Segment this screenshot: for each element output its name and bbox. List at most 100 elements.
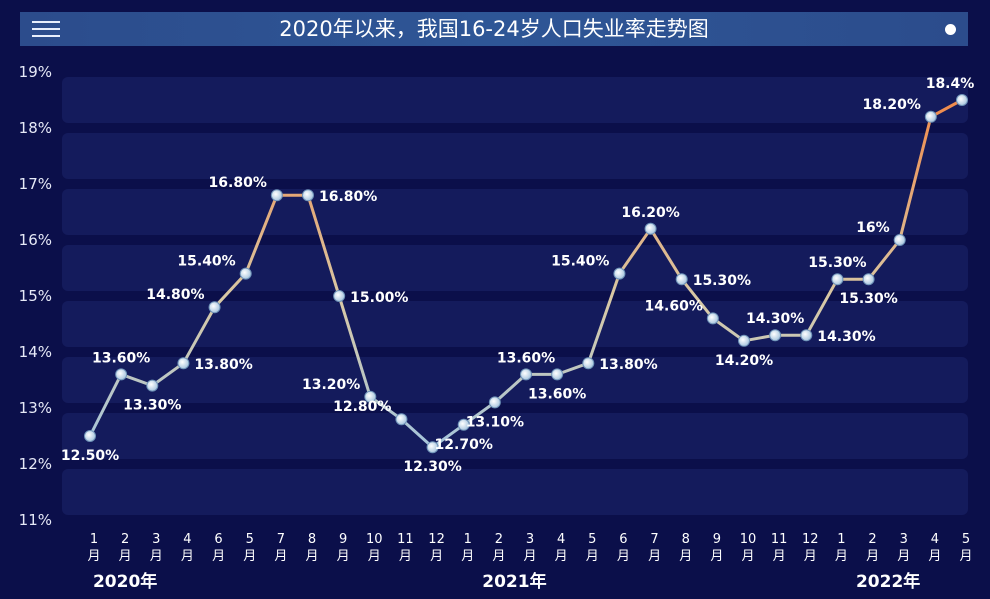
x-tick-unit: 月 [804,549,817,564]
y-tick-label: 17% [19,175,52,193]
x-tick-unit: 月 [87,549,100,564]
x-tick-unit: 月 [399,549,412,564]
page-title: 2020年以来，我国16-24岁人口失业率走势图 [279,17,709,41]
grid-band [62,77,968,123]
x-tick-unit: 月 [555,549,568,564]
x-tick-label: 5 [588,532,596,547]
grid-band [62,469,968,515]
y-tick-label: 13% [19,399,52,417]
data-label: 14.30% [817,329,875,345]
year-label: 2021年 [482,571,546,592]
data-point [520,368,532,381]
x-tick-unit: 月 [648,549,661,564]
x-tick-unit: 月 [243,549,256,564]
year-label: 2022年 [856,571,920,592]
x-tick-label: 9 [339,532,347,547]
x-tick-label: 9 [713,532,721,547]
x-tick-unit: 月 [710,549,723,564]
data-point [800,329,813,342]
hamburger-menu-icon[interactable] [32,21,60,37]
data-point [769,329,782,342]
dot-icon[interactable] [945,24,956,35]
data-label: 13.30% [123,398,181,414]
data-label: 16.80% [319,189,377,205]
x-tick-unit: 月 [866,549,879,564]
x-tick-unit: 月 [119,549,132,564]
data-point [551,368,564,381]
x-tick-unit: 月 [959,549,972,564]
data-point [270,189,283,202]
grid-band [62,413,968,459]
x-tick-label: 10 [740,532,757,547]
data-point [956,94,968,106]
x-tick-label: 11 [771,532,788,547]
data-point [831,273,844,286]
x-tick-unit: 月 [617,549,630,564]
data-label: 14.30% [746,311,804,327]
data-point [862,273,875,286]
data-label: 13.10% [466,414,524,430]
data-point [364,390,377,403]
y-axis: 11% 12% 13% 14% 15% 16% 17% 18% 19% [19,63,52,529]
title-bar: 2020年以来，我国16-24岁人口失业率走势图 [20,12,968,46]
grid-band [62,133,968,179]
data-label: 14.20% [715,353,773,369]
data-label: 16% [856,220,890,236]
x-tick-unit: 月 [305,549,318,564]
data-label: 13.80% [599,357,657,373]
y-tick-label: 15% [19,287,52,305]
data-point [333,290,346,302]
data-point [426,441,439,454]
x-tick-unit: 月 [679,549,692,564]
x-tick-unit: 月 [523,549,536,564]
x-tick-label: 8 [308,532,316,547]
data-label: 13.20% [302,377,360,393]
series-unemployment-rate [84,94,968,454]
x-tick-label: 10 [366,532,383,547]
data-point [457,418,470,431]
x-tick-label: 6 [619,532,627,547]
y-tick-label: 16% [19,231,52,249]
x-tick-label: 4 [931,532,939,547]
x-tick-label: 1 [837,532,845,547]
data-label: 16.80% [209,175,267,191]
y-tick-label: 14% [19,343,52,361]
y-tick-label: 11% [19,511,52,529]
y-tick-label: 19% [19,63,52,81]
x-tick-label: 3 [526,532,534,547]
data-label: 18.20% [863,97,921,113]
x-tick-label: 3 [900,532,908,547]
data-labels: 12.50% 13.60% 13.30% 13.80% 14.80% 15.40% 16.8… [61,76,974,475]
x-tick-unit: 月 [835,549,848,564]
data-point [146,379,159,392]
x-tick-unit: 月 [897,549,910,564]
x-tick-unit: 月 [492,549,505,564]
data-point [613,267,626,280]
x-tick-unit: 月 [274,549,287,564]
x-tick-label: 6 [214,532,222,547]
x-tick-label: 2 [121,532,129,547]
data-label: 15.30% [808,255,866,271]
data-label: 15.30% [839,291,897,307]
data-point [302,189,314,202]
data-label: 15.40% [551,254,609,270]
data-label: 15.00% [350,290,408,306]
x-tick-unit: 月 [928,549,941,564]
x-tick-unit: 月 [430,549,443,564]
x-tick-label: 3 [152,532,160,547]
y-tick-label: 18% [19,119,52,137]
data-point [644,222,657,235]
grid-band [62,245,968,291]
data-label: 18.4% [926,76,975,92]
x-tick-label: 11 [397,532,414,547]
data-point [675,273,688,286]
data-label: 14.60% [645,298,703,314]
grid-band [62,189,968,235]
data-label: 16.20% [621,205,679,221]
x-axis: 1月2月3月4月6月5月7月8月9月10月11月12月1月2月3月4月5月6月7… [87,532,972,592]
x-tick-label: 1 [464,532,472,547]
x-tick-label: 2 [868,532,876,547]
x-tick-unit: 月 [368,549,381,564]
x-tick-label: 4 [183,532,191,547]
